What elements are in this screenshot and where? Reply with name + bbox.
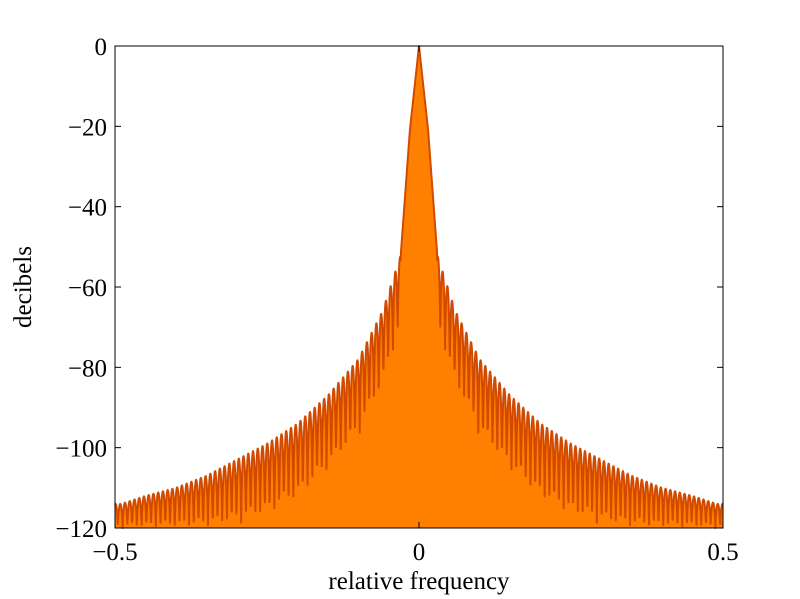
x-tick-label: 0 (413, 539, 426, 566)
x-axis-label: relative frequency (328, 568, 510, 595)
plot-area (114, 45, 724, 529)
axis-ticks: −0.5 0 0.5 0 −20 −40 −60 −80 −100 −120 (55, 34, 738, 566)
x-tick-label: −0.5 (92, 539, 137, 566)
y-tick-label: −100 (55, 436, 107, 463)
y-tick-label: −80 (68, 355, 107, 382)
y-tick-label: 0 (95, 34, 108, 61)
y-tick-label: −20 (68, 114, 107, 141)
y-axis-label: decibels (10, 246, 37, 328)
spectrum-area-0 (115, 46, 723, 528)
x-tick-label: 0.5 (707, 539, 738, 566)
y-tick-label: −120 (55, 516, 107, 543)
y-tick-label: −40 (68, 195, 107, 222)
y-tick-label: −60 (68, 275, 107, 302)
